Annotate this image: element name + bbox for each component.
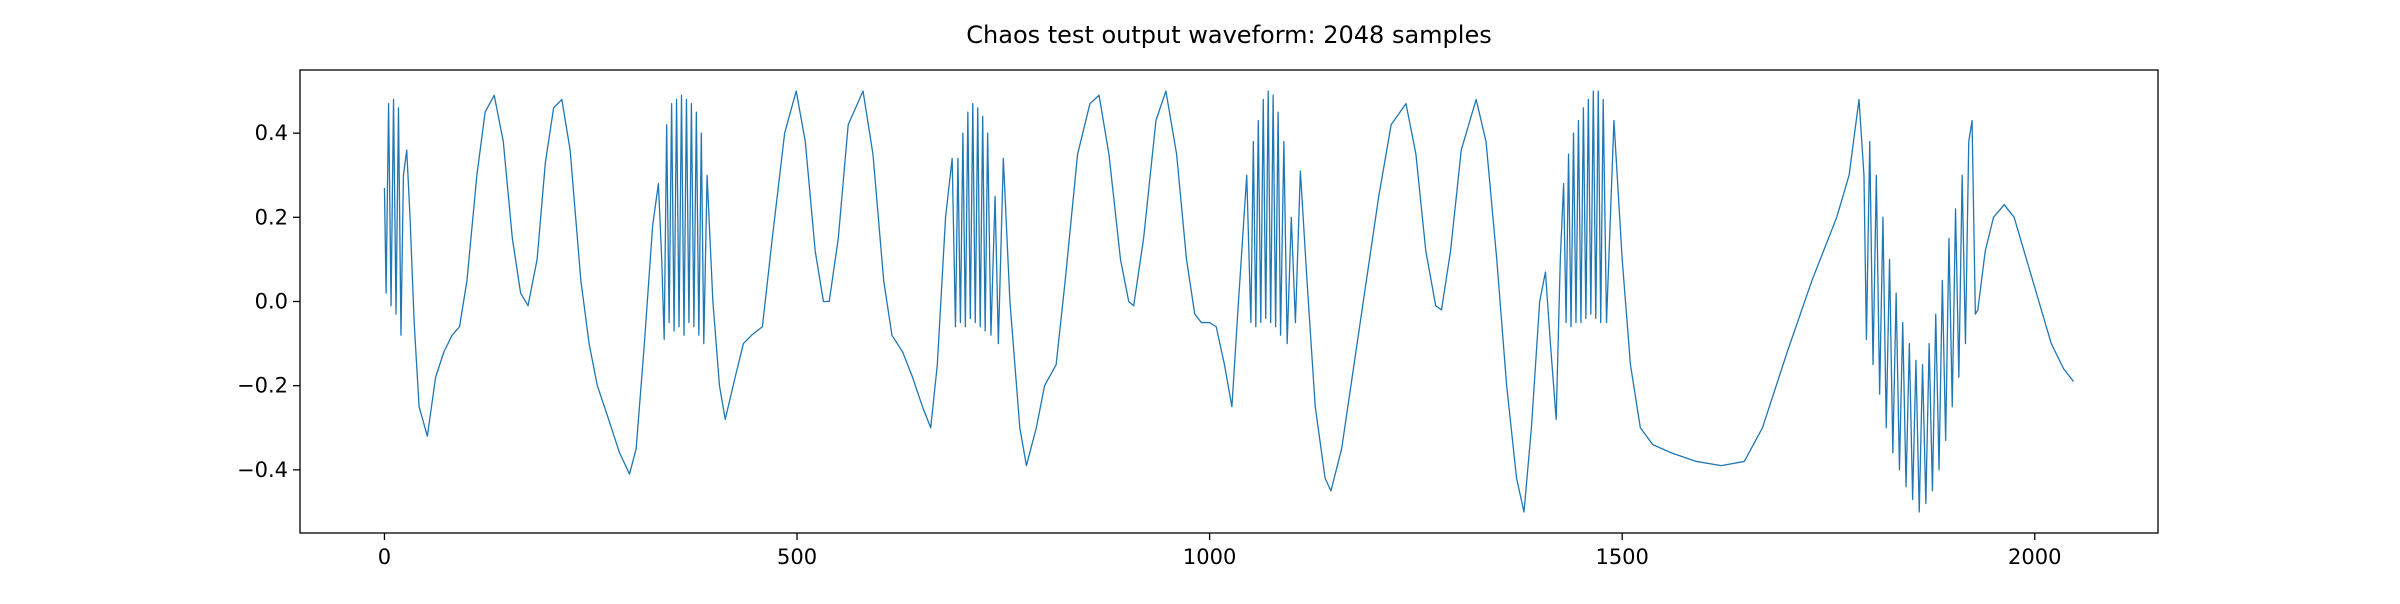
x-tick-label: 500 — [777, 545, 817, 569]
waveform-line — [383, 90, 2075, 513]
y-tick-label: −0.4 — [237, 458, 288, 482]
y-tick-label: 0.2 — [255, 205, 288, 229]
y-tick-label: 0.0 — [255, 290, 288, 314]
x-tick-label: 1000 — [1183, 545, 1236, 569]
y-tick-label: 0.4 — [255, 121, 288, 145]
x-tick-label: 2000 — [2008, 545, 2061, 569]
y-tick-label: −0.2 — [237, 374, 288, 398]
x-tick-label: 0 — [378, 545, 391, 569]
x-tick-label: 1500 — [1595, 545, 1648, 569]
chart-title: Chaos test output waveform: 2048 samples — [966, 21, 1491, 49]
axes-frame — [299, 69, 2159, 534]
